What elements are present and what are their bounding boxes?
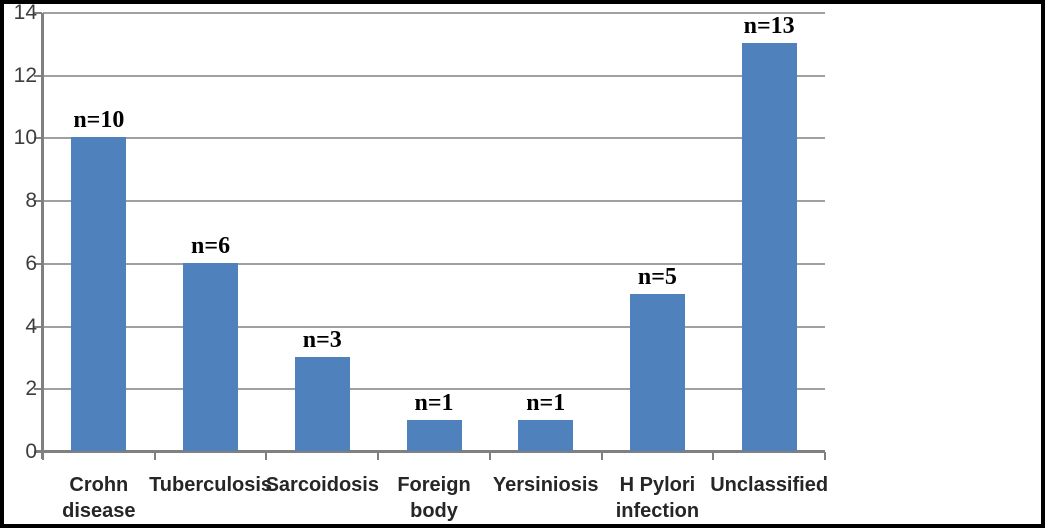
bar-value-label: n=13 [743,13,795,40]
category-label: Foreign body [397,474,471,522]
gridline [43,137,825,140]
bar [71,137,127,451]
bar [741,43,797,451]
bar-value-label: n=6 [191,232,231,259]
category-label: Tuberculosis [149,474,273,496]
y-axis-tick-label: 6 [25,251,37,275]
x-axis-tick-mark [377,452,380,460]
gridline [43,325,825,328]
x-axis-tick-mark [712,452,715,460]
y-axis-tick-label: 8 [25,189,37,213]
bar-value-label: n=3 [302,326,342,353]
y-axis-tick-mark [34,325,42,328]
x-axis-tick-mark [42,452,44,460]
x-axis-tick-mark [488,452,491,460]
x-axis-tick-mark [265,452,268,460]
gridline [43,12,825,14]
x-axis-category-labels: Crohn disease Tuberculosis Sarcoidosis Fore… [4,472,1041,524]
category-label: Yersiniosis [492,474,599,496]
y-axis-tick-label: 12 [13,63,37,87]
y-axis-tick-mark [34,200,42,203]
bar-value-label: n=1 [526,389,566,416]
bar [294,356,350,451]
y-axis-tick-label: 4 [25,314,37,338]
bar-value-label: n=1 [414,389,454,416]
x-axis-tick-mark [824,452,826,460]
category-label: Unclassified [710,474,829,496]
y-axis-tick-mark [34,262,42,265]
bar [518,419,574,451]
y-axis-line [41,13,44,459]
gridline [43,262,825,265]
gridline [43,200,825,203]
x-axis-tick-mark [600,452,603,460]
y-axis-tick-label: 0 [25,440,37,463]
x-axis-line [36,450,825,453]
category-label: Sarcoidosis [265,474,379,496]
category-label: Crohn disease [62,474,136,522]
bar [183,262,239,451]
gridline [43,74,825,77]
plot-area: n=10 n=6 n=3 n=1 n=1 n=5 n=13 [34,12,826,460]
gridline [43,388,825,391]
bar-value-label: n=10 [73,107,125,134]
bar [629,294,685,451]
y-axis-tick-label: 14 [13,1,37,24]
y-axis-tick-mark [34,451,42,453]
category-label: H Pylori infection [615,474,700,522]
y-axis-tick-mark [34,12,42,14]
bar-value-label: n=5 [637,264,677,291]
y-axis-tick-label: 2 [25,377,37,401]
y-axis-tick-label: 10 [13,126,37,150]
y-axis-tick-mark [34,74,42,77]
x-axis-tick-mark [153,452,156,460]
y-axis-tick-mark [34,388,42,391]
y-axis-tick-mark [34,137,42,140]
bar [406,419,462,451]
